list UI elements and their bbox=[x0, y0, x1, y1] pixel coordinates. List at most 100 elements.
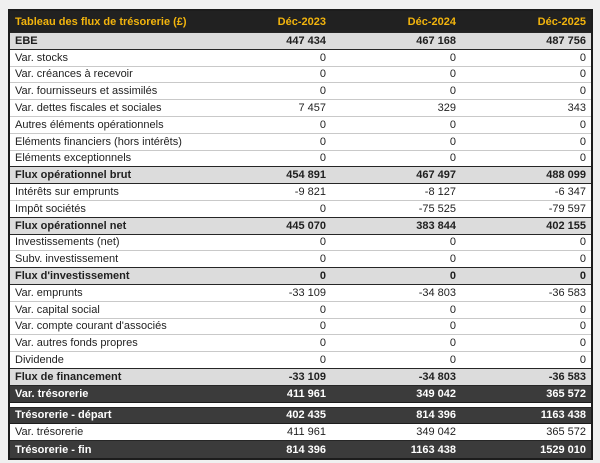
row-value-dec-2023: 0 bbox=[319, 118, 326, 131]
row-value-dec-2024: 0 bbox=[449, 320, 456, 333]
row-flux-investissement: Flux d'investissement 0 0 0 bbox=[10, 268, 591, 285]
row-label: Flux d'investissement bbox=[15, 270, 130, 283]
row-var-tresorerie-summary: Var. trésorerie 411 961 349 042 365 572 bbox=[10, 424, 591, 442]
row-var-capital-social: Var. capital social 0 0 0 bbox=[10, 301, 591, 319]
row-var-autres-fonds-propres: Var. autres fonds propres 0 0 0 bbox=[10, 335, 591, 353]
row-value-dec-2023: 0 bbox=[319, 51, 326, 64]
row-label: Dividende bbox=[15, 354, 64, 367]
row-label: Var. emprunts bbox=[15, 286, 83, 299]
row-value-dec-2024: 467 168 bbox=[416, 34, 456, 47]
row-value-dec-2024: 0 bbox=[449, 135, 456, 148]
row-var-creances: Var. créances à recevoir 0 0 0 bbox=[10, 66, 591, 84]
row-value-dec-2023: 0 bbox=[319, 337, 326, 350]
row-value-dec-2023: 0 bbox=[319, 354, 326, 367]
row-label: Trésorerie - fin bbox=[15, 443, 92, 456]
row-label: Eléments financiers (hors intérêts) bbox=[15, 135, 182, 148]
row-value-dec-2024: 0 bbox=[449, 337, 456, 350]
column-header-dec-2023: Déc-2023 bbox=[277, 16, 326, 28]
row-value-dec-2024: 0 bbox=[449, 270, 456, 283]
row-value-dec-2025: 0 bbox=[579, 337, 586, 350]
row-label: Autres éléments opérationnels bbox=[15, 118, 164, 131]
row-value-dec-2025: -36 583 bbox=[548, 370, 586, 383]
row-value-dec-2025: 0 bbox=[579, 118, 586, 131]
row-label: Var. stocks bbox=[15, 51, 68, 64]
row-value-dec-2024: 0 bbox=[449, 51, 456, 64]
row-label: Flux opérationnel net bbox=[15, 219, 127, 232]
row-label: Eléments exceptionnels bbox=[15, 152, 132, 165]
row-value-dec-2024: 0 bbox=[449, 253, 456, 266]
row-value-dec-2025: -79 597 bbox=[548, 202, 586, 215]
row-value-dec-2023: 411 961 bbox=[287, 426, 326, 439]
row-value-dec-2023: 0 bbox=[319, 135, 326, 148]
row-value-dec-2024: 383 844 bbox=[416, 219, 456, 232]
row-value-dec-2023: -9 821 bbox=[294, 186, 326, 199]
row-label: Intérêts sur emprunts bbox=[15, 186, 119, 199]
row-value-dec-2025: 0 bbox=[579, 135, 586, 148]
row-flux-de-financement: Flux de financement -33 109 -34 803 -36 … bbox=[10, 368, 591, 386]
row-value-dec-2024: 0 bbox=[449, 303, 456, 316]
row-value-dec-2023: 447 434 bbox=[286, 34, 326, 47]
row-value-dec-2023: 0 bbox=[319, 85, 326, 98]
table-header-row: Tableau des flux de trésorerie (£) Déc-2… bbox=[10, 11, 591, 33]
row-value-dec-2023: 402 435 bbox=[286, 409, 326, 422]
row-value-dec-2025: 1163 438 bbox=[540, 409, 586, 422]
row-value-dec-2025: -6 347 bbox=[554, 186, 586, 199]
row-value-dec-2023: 445 070 bbox=[286, 219, 326, 232]
row-value-dec-2024: 329 bbox=[437, 102, 456, 115]
row-value-dec-2025: 0 bbox=[579, 236, 586, 249]
row-value-dec-2023: 0 bbox=[319, 68, 326, 81]
row-value-dec-2024: 349 042 bbox=[416, 387, 456, 400]
row-label: EBE bbox=[15, 34, 38, 47]
row-var-dettes-fiscales: Var. dettes fiscales et sociales 7 457 3… bbox=[10, 100, 591, 117]
row-value-dec-2025: 343 bbox=[567, 102, 586, 115]
row-value-dec-2024: -8 127 bbox=[424, 186, 456, 199]
row-subv-investissement: Subv. investissement 0 0 0 bbox=[10, 251, 591, 269]
row-value-dec-2025: 0 bbox=[579, 270, 586, 283]
row-ebe: EBE 447 434 467 168 487 756 bbox=[10, 33, 591, 50]
row-tresorerie-depart: Trésorerie - départ 402 435 814 396 1163… bbox=[10, 407, 591, 425]
row-value-dec-2024: 0 bbox=[449, 85, 456, 98]
row-value-dec-2023: -33 109 bbox=[288, 370, 326, 383]
row-value-dec-2025: 0 bbox=[579, 354, 586, 367]
row-var-compte-courant: Var. compte courant d'associés 0 0 0 bbox=[10, 318, 591, 336]
row-tresorerie-fin: Trésorerie - fin 814 396 1163 438 1529 0… bbox=[10, 441, 591, 458]
table-title: Tableau des flux de trésorerie (£) bbox=[15, 16, 187, 28]
row-value-dec-2024: 1163 438 bbox=[410, 443, 456, 456]
row-var-stocks: Var. stocks 0 0 0 bbox=[10, 49, 591, 67]
row-var-fournisseurs: Var. fournisseurs et assimilés 0 0 0 bbox=[10, 83, 591, 101]
row-value-dec-2023: 7 457 bbox=[298, 102, 326, 115]
row-value-dec-2023: 0 bbox=[319, 270, 326, 283]
row-value-dec-2023: 0 bbox=[319, 236, 326, 249]
row-label: Investissements (net) bbox=[15, 236, 120, 249]
row-autres-elements-operationnels: Autres éléments opérationnels 0 0 0 bbox=[10, 116, 591, 134]
row-label: Var. trésorerie bbox=[15, 426, 84, 439]
row-value-dec-2023: 0 bbox=[319, 152, 326, 165]
row-value-dec-2025: 0 bbox=[579, 51, 586, 64]
row-label: Flux opérationnel brut bbox=[15, 169, 132, 182]
row-dividende: Dividende 0 0 0 bbox=[10, 352, 591, 369]
row-value-dec-2024: 0 bbox=[449, 354, 456, 367]
row-value-dec-2024: 349 042 bbox=[416, 426, 456, 439]
row-value-dec-2025: 0 bbox=[579, 85, 586, 98]
row-value-dec-2025: 0 bbox=[579, 320, 586, 333]
row-value-dec-2024: 467 497 bbox=[416, 169, 456, 182]
row-value-dec-2024: 0 bbox=[449, 236, 456, 249]
row-impot-societes: Impôt sociétés 0 -75 525 -79 597 bbox=[10, 200, 591, 218]
row-value-dec-2024: 0 bbox=[449, 152, 456, 165]
row-label: Subv. investissement bbox=[15, 253, 119, 266]
row-flux-operationnel-net: Flux opérationnel net 445 070 383 844 40… bbox=[10, 217, 591, 235]
row-value-dec-2023: 454 891 bbox=[286, 169, 326, 182]
row-label: Var. trésorerie bbox=[15, 387, 89, 400]
row-label: Var. dettes fiscales et sociales bbox=[15, 102, 162, 115]
row-value-dec-2025: 1529 010 bbox=[540, 443, 586, 456]
row-label: Var. fournisseurs et assimilés bbox=[15, 85, 158, 98]
row-label: Var. compte courant d'associés bbox=[15, 320, 167, 333]
row-label: Flux de financement bbox=[15, 370, 122, 383]
row-value-dec-2025: 488 099 bbox=[546, 169, 586, 182]
row-investissements-net: Investissements (net) 0 0 0 bbox=[10, 234, 591, 252]
row-label: Var. créances à recevoir bbox=[15, 68, 133, 81]
row-flux-operationnel-brut: Flux opérationnel brut 454 891 467 497 4… bbox=[10, 167, 591, 185]
column-header-dec-2025: Déc-2025 bbox=[537, 16, 586, 28]
row-value-dec-2023: 0 bbox=[319, 202, 326, 215]
row-elements-exceptionnels: Eléments exceptionnels 0 0 0 bbox=[10, 150, 591, 168]
